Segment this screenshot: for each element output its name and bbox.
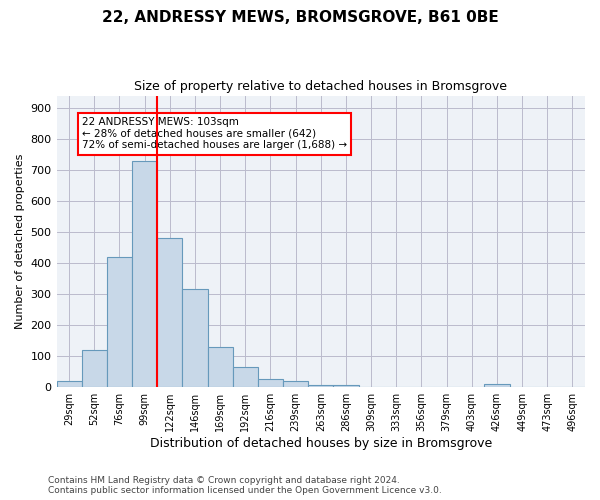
Title: Size of property relative to detached houses in Bromsgrove: Size of property relative to detached ho…: [134, 80, 507, 93]
Text: 22 ANDRESSY MEWS: 103sqm
← 28% of detached houses are smaller (642)
72% of semi-: 22 ANDRESSY MEWS: 103sqm ← 28% of detach…: [82, 118, 347, 150]
Bar: [208, 347, 233, 387]
Y-axis label: Number of detached properties: Number of detached properties: [15, 154, 25, 329]
Bar: [82, 350, 107, 387]
Bar: [258, 380, 283, 387]
X-axis label: Distribution of detached houses by size in Bromsgrove: Distribution of detached houses by size …: [149, 437, 492, 450]
Text: Contains HM Land Registry data © Crown copyright and database right 2024.
Contai: Contains HM Land Registry data © Crown c…: [48, 476, 442, 495]
Bar: [233, 367, 258, 387]
Bar: [56, 381, 82, 387]
Bar: [157, 238, 182, 387]
Bar: [132, 160, 157, 387]
Bar: [283, 381, 308, 387]
Bar: [107, 257, 132, 387]
Bar: [308, 384, 334, 387]
Text: 22, ANDRESSY MEWS, BROMSGROVE, B61 0BE: 22, ANDRESSY MEWS, BROMSGROVE, B61 0BE: [101, 10, 499, 25]
Bar: [484, 384, 509, 387]
Bar: [334, 384, 359, 387]
Bar: [182, 290, 208, 387]
